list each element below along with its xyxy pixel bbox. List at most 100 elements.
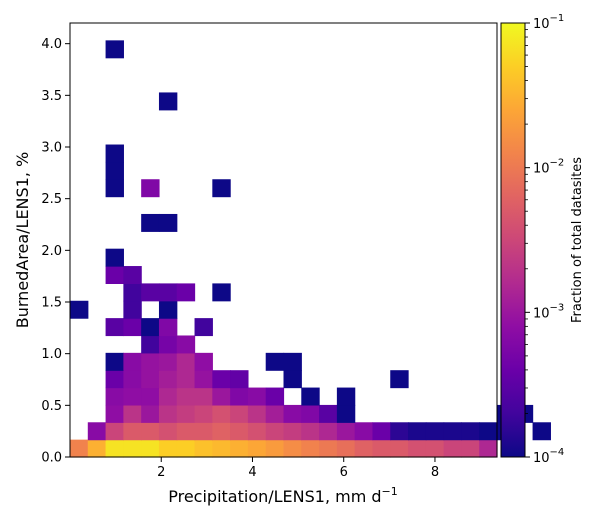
heatmap-cell xyxy=(141,318,160,337)
y-tick-label: 0.0 xyxy=(41,451,62,466)
x-axis-title-main: Precipitation/LENS1, mm d xyxy=(168,487,381,506)
heatmap-cell xyxy=(212,179,231,198)
heatmap-cell xyxy=(105,404,124,423)
heatmap-cell xyxy=(158,387,178,406)
colorbar-tick-exp: −4 xyxy=(550,447,565,458)
heatmap-cell xyxy=(176,387,196,406)
heatmap-cell xyxy=(176,352,196,371)
colorbar-tick-label: 10−3 xyxy=(533,302,564,321)
heatmap-cell xyxy=(123,370,142,389)
y-tick-label: 2.5 xyxy=(41,192,62,207)
heatmap-cell xyxy=(141,352,160,371)
heatmap-cell xyxy=(141,370,160,389)
y-tick-label: 2.0 xyxy=(41,244,62,259)
heatmap-cell xyxy=(230,439,249,458)
heatmap-cell xyxy=(372,439,391,458)
colorbar-tick-base: 10 xyxy=(533,306,550,321)
heatmap-cell xyxy=(319,404,338,423)
heatmap-cell xyxy=(141,213,160,232)
heatmap-cell xyxy=(230,404,249,423)
heatmap-cell xyxy=(70,300,89,319)
heatmap-cell xyxy=(141,387,160,406)
heatmap-cell xyxy=(319,422,338,441)
heatmap-cell xyxy=(354,439,374,458)
heatmap-cell xyxy=(283,352,302,371)
heatmap-cell xyxy=(212,422,231,441)
heatmap-cell xyxy=(194,352,213,371)
heatmap-cell xyxy=(141,404,160,423)
heatmap-cell xyxy=(176,370,196,389)
heatmap-cell xyxy=(265,387,285,406)
heatmap-cell xyxy=(283,370,302,389)
colorbar-tick-base: 10 xyxy=(533,17,550,32)
colorbar-tick-base: 10 xyxy=(533,451,550,466)
heatmap-cell xyxy=(212,404,231,423)
heatmap-cell xyxy=(425,439,445,458)
heatmap-cell xyxy=(87,439,107,458)
heatmap-cell xyxy=(336,439,356,458)
heatmap-cell xyxy=(123,266,142,284)
colorbar-tick-exp: −3 xyxy=(550,302,565,313)
heatmap-cell xyxy=(158,404,178,423)
heatmap-cell xyxy=(105,248,124,267)
y-tick-label: 3.0 xyxy=(41,141,62,156)
heatmap-cell xyxy=(123,283,142,302)
x-tick-label: 4 xyxy=(248,465,256,480)
heatmap-cell xyxy=(194,318,213,337)
heatmap-cells xyxy=(70,40,551,458)
heatmap-cell xyxy=(176,404,196,423)
heatmap-cell xyxy=(105,318,124,337)
heatmap-cell xyxy=(70,439,89,458)
heatmap-cell xyxy=(247,439,267,458)
colorbar-frame xyxy=(500,22,526,458)
heatmap-cell xyxy=(158,422,178,441)
heatmap-cell xyxy=(461,439,480,458)
heatmap-cell xyxy=(176,422,196,441)
heatmap-cell xyxy=(479,422,498,441)
y-axis: 0.0 0.5 1.0 1.5 2.0 2.5 3.0 3.5 4.0 xyxy=(41,37,70,466)
heatmap-cell xyxy=(212,387,231,406)
heatmap-cell xyxy=(301,387,320,406)
heatmap-cell xyxy=(265,404,285,423)
y-tick-label: 1.5 xyxy=(41,296,62,311)
heatmap-cell xyxy=(105,422,124,441)
colorbar-tick-label: 10−1 xyxy=(533,13,564,32)
heatmap-cell xyxy=(123,422,142,441)
heatmap-cell xyxy=(158,335,178,354)
heatmap-cell xyxy=(265,439,285,458)
colorbar-title: Fraction of total datasites xyxy=(570,157,585,323)
heatmap-cell xyxy=(105,439,124,458)
heatmap-cell xyxy=(425,422,445,441)
heatmap-cell xyxy=(176,283,196,302)
heatmap-cell xyxy=(123,300,142,319)
heatmap-cell xyxy=(141,179,160,198)
heatmap-cell xyxy=(301,439,320,458)
heatmap-cell xyxy=(408,439,427,458)
heatmap-cell xyxy=(123,404,142,423)
heatmap-cell xyxy=(105,266,124,284)
heatmap-cell xyxy=(141,335,160,354)
y-axis-title: BurnedArea/LENS1, % xyxy=(13,152,32,328)
colorbar-gradient xyxy=(501,23,525,457)
heatmap-cell xyxy=(354,422,374,441)
heatmap-cell xyxy=(372,422,391,441)
heatmap-cell xyxy=(105,161,124,180)
heatmap-cell xyxy=(158,370,178,389)
heatmap-cell xyxy=(283,439,302,458)
heatmap-cell xyxy=(265,352,285,371)
x-axis: 2 4 6 8 xyxy=(157,457,439,480)
heatmap-cell xyxy=(105,179,124,198)
x-tick-label: 2 xyxy=(157,465,165,480)
heatmap-cell xyxy=(123,318,142,337)
heatmap-cell xyxy=(408,422,427,441)
heatmap-cell xyxy=(247,387,267,406)
heatmap-cell xyxy=(158,352,178,371)
y-tick-label: 1.0 xyxy=(41,347,62,362)
heatmap-cell xyxy=(283,404,302,423)
heatmap-cell xyxy=(283,422,302,441)
heatmap-cell xyxy=(105,387,124,406)
heatmap-cell xyxy=(105,40,124,59)
heatmap-cell xyxy=(158,318,178,337)
heatmap-cell xyxy=(461,422,480,441)
